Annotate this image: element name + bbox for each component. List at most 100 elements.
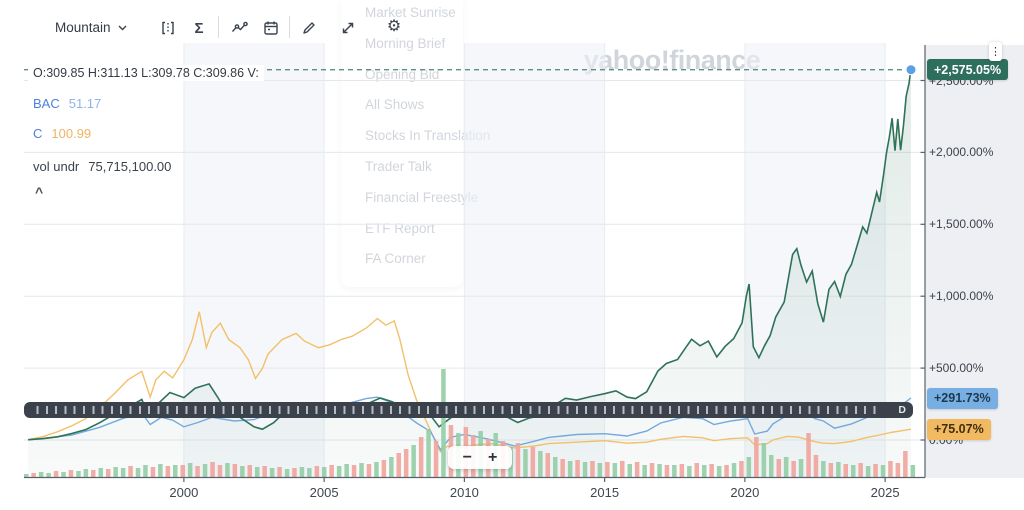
volume-bar: [262, 466, 267, 477]
volume-bar: [396, 453, 401, 477]
c-price-badge: +75.07%: [927, 418, 991, 440]
scrubber-ticks: [33, 406, 882, 414]
zoom-in-button[interactable]: +: [488, 448, 498, 466]
background-menu-item[interactable]: FA Corner: [365, 251, 426, 267]
volume-bar: [240, 466, 245, 477]
volume-bar: [31, 473, 36, 477]
time-scrubber[interactable]: D: [24, 402, 913, 418]
volume-bar: [664, 465, 670, 477]
volume-bar: [567, 461, 573, 477]
zoom-out-button[interactable]: −: [462, 448, 472, 466]
volume-bar: [769, 455, 774, 477]
main-price-badge: +2,575.05%: [927, 59, 1009, 81]
pencil-icon[interactable]: [300, 19, 318, 37]
background-menu-item[interactable]: All Shows: [365, 97, 425, 113]
background-menu-item[interactable]: Trader Talk: [365, 159, 432, 174]
background-menu-item[interactable]: Financial Freestyle: [365, 189, 479, 205]
volume-bar: [351, 465, 357, 477]
chart-type-label: Mountain: [55, 20, 111, 35]
volume-bar: [98, 468, 103, 477]
volume-bar: [582, 462, 588, 477]
volume-bar: [530, 447, 536, 477]
volume-bar: [322, 467, 327, 477]
volume-bar: [716, 466, 722, 477]
indicator-line-icon[interactable]: [230, 19, 248, 37]
y-axis-label: +1,500.00%: [929, 217, 994, 232]
volume-bar: [634, 462, 640, 477]
gear-icon[interactable]: ⚙: [386, 18, 402, 35]
volume-bar: [38, 472, 44, 477]
sum-icon[interactable]: Σ: [194, 19, 204, 37]
volume-bar: [515, 443, 521, 477]
volume-bar: [791, 461, 796, 477]
background-menu-item[interactable]: Stocks In Translation: [365, 128, 491, 144]
expand-diagonal-icon[interactable]: [339, 19, 357, 37]
volume-study-label: vol undr: [33, 159, 80, 174]
volume-bar: [836, 462, 841, 477]
volume-bar: [46, 473, 51, 477]
volume-bar: [605, 462, 610, 477]
y-axis-label: +2,000.00%: [929, 145, 994, 160]
volume-bar: [441, 369, 446, 477]
volume-bar: [590, 461, 595, 477]
volume-bar: [180, 465, 185, 477]
calendar-icon[interactable]: [262, 19, 280, 37]
volume-bar: [761, 443, 767, 477]
volume-bar: [687, 466, 692, 477]
volume-bar: [672, 465, 677, 477]
volume-bar: [68, 470, 74, 477]
volume-bar: [880, 465, 886, 477]
legend-row-c[interactable]: C 100.99: [33, 126, 91, 141]
volume-bar: [821, 461, 826, 477]
volume-bar: [173, 465, 178, 477]
volume-bar: [366, 464, 372, 477]
volume-bar: [135, 468, 141, 477]
volume-bar: [374, 462, 379, 477]
volume-bar: [284, 469, 290, 477]
volume-bar: [210, 462, 215, 477]
volume-bar: [106, 469, 111, 477]
volume-bar: [314, 466, 320, 477]
kebab-menu-button[interactable]: ⋮: [989, 42, 1002, 61]
collapse-caret-button[interactable]: ^: [35, 184, 44, 200]
volume-bar: [359, 463, 364, 477]
chart-type-dropdown[interactable]: Mountain: [55, 20, 127, 35]
volume-bar: [411, 445, 416, 477]
volume-bar: [910, 465, 916, 477]
chevron-down-icon: [118, 25, 127, 30]
volume-bar: [538, 451, 543, 477]
ticker-value-bac: 51.17: [68, 96, 102, 111]
volume-bar: [642, 465, 647, 477]
volume-bar: [426, 429, 431, 477]
volume-bar: [165, 466, 171, 477]
volume-bar: [545, 453, 550, 477]
volume-bar: [195, 466, 200, 477]
background-menu-item[interactable]: Market Sunrise: [365, 5, 456, 20]
chart-toolbar: Mountain Σ: [0, 0, 1024, 43]
periodicity-label: D: [898, 404, 906, 416]
y-axis-label: +500.00%: [929, 361, 984, 376]
volume-bar: [806, 433, 811, 477]
volume-bar: [783, 457, 789, 477]
volume-bar: [202, 464, 208, 477]
current-price-dot[interactable]: [905, 64, 917, 76]
volume-bar: [150, 467, 156, 477]
volume-bar: [91, 470, 96, 477]
volume-bar: [754, 437, 759, 477]
interval-brackets-icon[interactable]: [159, 19, 177, 37]
y-axis-label: +1,000.00%: [929, 289, 994, 304]
legend-row-bac[interactable]: BAC 51.17: [33, 96, 101, 111]
c-series-line: [28, 311, 912, 453]
volume-bar: [858, 463, 863, 477]
volume-bar: [76, 471, 81, 477]
volume-study-value: 75,715,100.00: [88, 159, 172, 174]
volume-bar: [158, 464, 163, 477]
ticker-label-c: C: [33, 126, 43, 141]
volume-bar: [888, 461, 893, 477]
volume-bar: [702, 465, 707, 477]
background-menu-item[interactable]: Morning Brief: [365, 35, 446, 51]
volume-bar: [433, 441, 439, 477]
volume-bar: [232, 464, 238, 477]
volume-bar: [776, 459, 781, 477]
